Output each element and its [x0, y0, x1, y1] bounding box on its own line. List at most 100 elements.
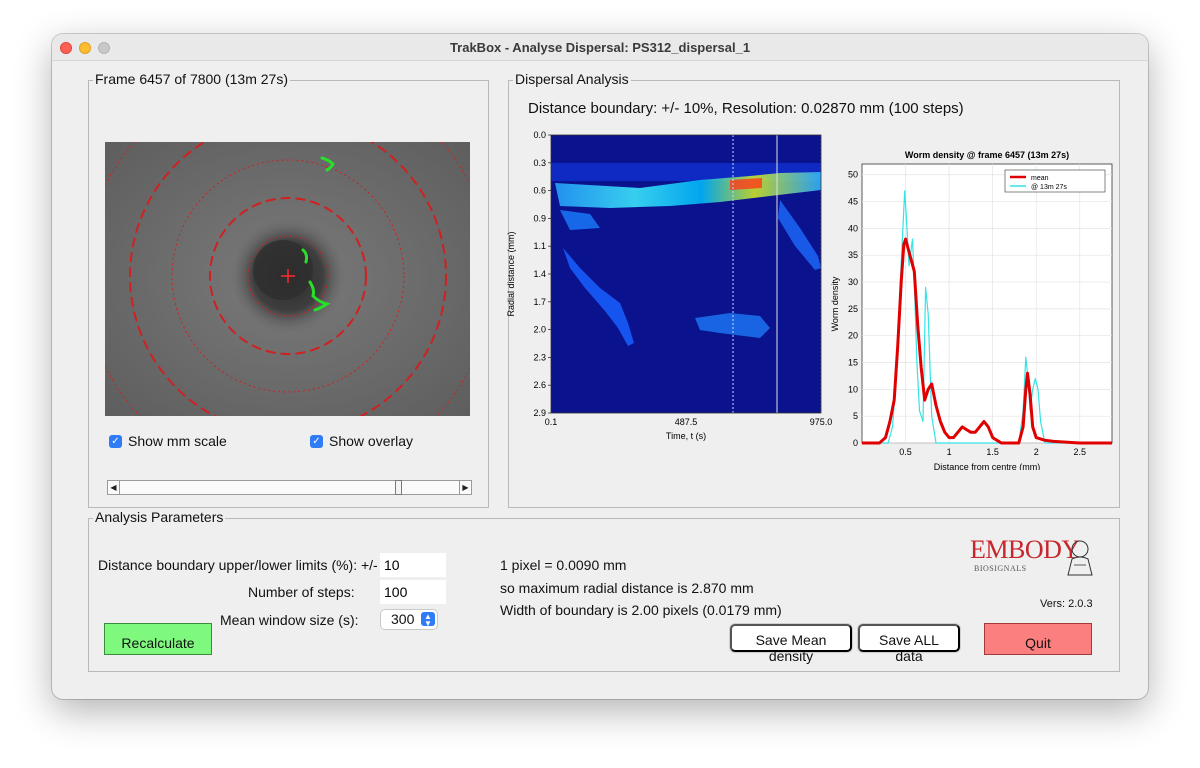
- density-x-tick-label: 0.5: [899, 447, 912, 457]
- slider-right-arrow-icon[interactable]: ▶: [459, 481, 471, 494]
- arena-video-frame[interactable]: [105, 142, 470, 416]
- dispersal-summary: Distance boundary: +/- 10%, Resolution: …: [528, 100, 964, 117]
- density-x-axis-label: Distance from centre (mm): [934, 462, 1041, 470]
- slider-left-arrow-icon[interactable]: ◀: [108, 481, 120, 494]
- density-x-tick-label: 2.5: [1074, 447, 1087, 457]
- heatmap-hotspot: [730, 178, 762, 190]
- density-y-tick-label: 30: [848, 277, 858, 287]
- save-mean-density-button[interactable]: Save Mean density: [730, 624, 852, 664]
- logo-sub-text: BIOSIGNALS: [974, 564, 1027, 573]
- heatmap-y-tick-label: 0.0: [533, 130, 546, 140]
- recalculate-button[interactable]: Recalculate: [104, 623, 212, 655]
- frame-slider-thumb[interactable]: [395, 480, 402, 495]
- version-label: Vers: 2.0.3: [1040, 598, 1093, 610]
- density-x-tick-label: 1.5: [986, 447, 999, 457]
- heatmap-y-tick-label: 0.3: [533, 158, 546, 168]
- density-series-line-current: [862, 190, 1112, 444]
- worm-track-3: [308, 280, 331, 312]
- legend-box: [1004, 169, 1106, 193]
- heatmap-band-lower: [560, 210, 600, 230]
- density-x-tick-label: 2: [1034, 447, 1039, 457]
- density-y-tick-label: 0: [853, 438, 858, 448]
- heatmap-y-axis-label: Radial distance (mm): [506, 231, 516, 316]
- density-y-tick-label: 35: [848, 250, 858, 260]
- density-chart-title: Worm density @ frame 6457 (13m 27s): [905, 150, 1069, 160]
- density-x-tick-label: 1: [947, 447, 952, 457]
- mean-window-label: Mean window size (s):: [220, 612, 359, 628]
- legend-current-label: @ 13m 27s: [1031, 184, 1067, 191]
- density-y-tick-label: 40: [848, 223, 858, 233]
- density-y-tick-label: 45: [848, 197, 858, 207]
- boundary-width-info: Width of boundary is 2.00 pixels (0.0179…: [500, 602, 782, 618]
- heatmap-x-tick-label: 487.5: [675, 417, 698, 427]
- show-mm-scale-label: Show mm scale: [128, 433, 227, 449]
- pixel-size-info: 1 pixel = 0.0090 mm: [500, 557, 627, 573]
- heatmap-y-tick-label: 1.4: [533, 269, 546, 279]
- heatmap-lower-band: [695, 313, 770, 338]
- density-y-tick-label: 15: [848, 358, 858, 368]
- dispersal-panel: Dispersal Analysis: [508, 71, 1120, 508]
- worm-track-1: [320, 156, 335, 172]
- mean-window-select[interactable]: 300 ▲ ▼: [381, 610, 437, 629]
- frame-slider[interactable]: ◀ ▶: [107, 480, 472, 495]
- quit-button[interactable]: Quit: [984, 623, 1092, 655]
- density-legend: mean @ 13m 27s: [1004, 169, 1106, 193]
- app-window: TrakBox - Analyse Dispersal: PS312_dispe…: [52, 34, 1148, 699]
- heatmap-x-tick-label: 975.0: [810, 417, 833, 427]
- heatmap-y-tick-label: 1.7: [533, 297, 546, 307]
- density-y-ticks: 0 5 10 15 20 25 30 35 40 45 50: [848, 170, 858, 448]
- worm-track-2: [301, 248, 309, 264]
- density-y-tick-label: 5: [853, 411, 858, 421]
- select-stepper-icon: ▲ ▼: [421, 612, 435, 628]
- analysis-parameters-panel: Analysis Parameters: [88, 509, 1120, 672]
- show-overlay-checkbox[interactable]: ✓ Show overlay: [310, 433, 413, 449]
- window-title: TrakBox - Analyse Dispersal: PS312_dispe…: [449, 40, 751, 55]
- close-window-button[interactable]: [60, 42, 72, 54]
- density-series: [862, 190, 1112, 445]
- heatmap-right-streak: [778, 200, 821, 270]
- analysis-parameters-title: Analysis Parameters: [93, 509, 226, 525]
- scale-ring-inner: [247, 235, 329, 317]
- boundary-limit-input[interactable]: [380, 553, 446, 577]
- heatmap-y-tick-label: 0.6: [533, 186, 546, 196]
- worm-cluster-core: [253, 240, 313, 300]
- frame-panel-title: Frame 6457 of 7800 (13m 27s): [93, 71, 290, 87]
- heatmap-x-tick-label: 0.1: [545, 417, 558, 427]
- heatmap-x-ticks: 0.1 487.5 975.0: [545, 417, 833, 427]
- save-all-data-button[interactable]: Save ALL data: [858, 624, 960, 664]
- heatmap-y-ticks: 0.0 0.3 0.6 0.9 1.1 1.4 1.7 2.0 2.3 2.6 2.9: [533, 130, 551, 418]
- density-y-tick-label: 20: [848, 331, 858, 341]
- heatmap-y-tick-label: 2.6: [533, 380, 546, 390]
- density-x-ticks: 0.5 1 1.5 2 2.5: [899, 447, 1086, 457]
- arena-overlay: [105, 142, 470, 416]
- boundary-limit-label: Distance boundary upper/lower limits (%)…: [98, 557, 378, 573]
- max-radial-distance-info: so maximum radial distance is 2.870 mm: [500, 580, 754, 596]
- density-y-tick-label: 50: [848, 170, 858, 180]
- density-series-line-mean: [862, 237, 1112, 445]
- legend-mean-label: mean: [1031, 175, 1049, 182]
- checkmark-icon: ✓: [109, 434, 122, 448]
- embody-logo: EMBODY BIOSIGNALS: [970, 531, 1100, 589]
- checkmark-icon: ✓: [310, 434, 323, 448]
- show-mm-scale-checkbox[interactable]: ✓ Show mm scale: [109, 433, 227, 449]
- dispersal-panel-title: Dispersal Analysis: [513, 71, 631, 87]
- show-overlay-label: Show overlay: [329, 433, 414, 449]
- mean-window-value: 300: [391, 611, 415, 627]
- heatmap-diagonal-streak: [563, 248, 634, 346]
- scale-ring-3: [129, 142, 447, 416]
- density-y-tick-label: 25: [848, 304, 858, 314]
- scale-ring-2: [171, 159, 405, 393]
- density-grid: [862, 164, 1112, 444]
- title-bar: TrakBox - Analyse Dispersal: PS312_dispe…: [52, 34, 1148, 61]
- logo-figure-icon: [1067, 540, 1093, 576]
- heatmap-y-tick-label: 1.1: [533, 241, 546, 251]
- zoom-window-button[interactable]: [98, 42, 110, 54]
- frame-panel: Frame 6457 of 7800 (13m 27s): [88, 71, 489, 508]
- heatmap-y-tick-label: 2.9: [533, 408, 546, 418]
- number-of-steps-label: Number of steps:: [248, 584, 355, 600]
- worm-density-chart: 0 5 10 15 20 25 30 35 40 45 50 0.5 1 1.5 2 2.5 Worm de…: [830, 150, 1113, 470]
- number-of-steps-input[interactable]: [380, 580, 446, 604]
- density-y-tick-label: 10: [848, 384, 858, 394]
- minimize-window-button[interactable]: [79, 42, 91, 54]
- heatmap-x-axis-label: Time, t (s): [666, 431, 706, 441]
